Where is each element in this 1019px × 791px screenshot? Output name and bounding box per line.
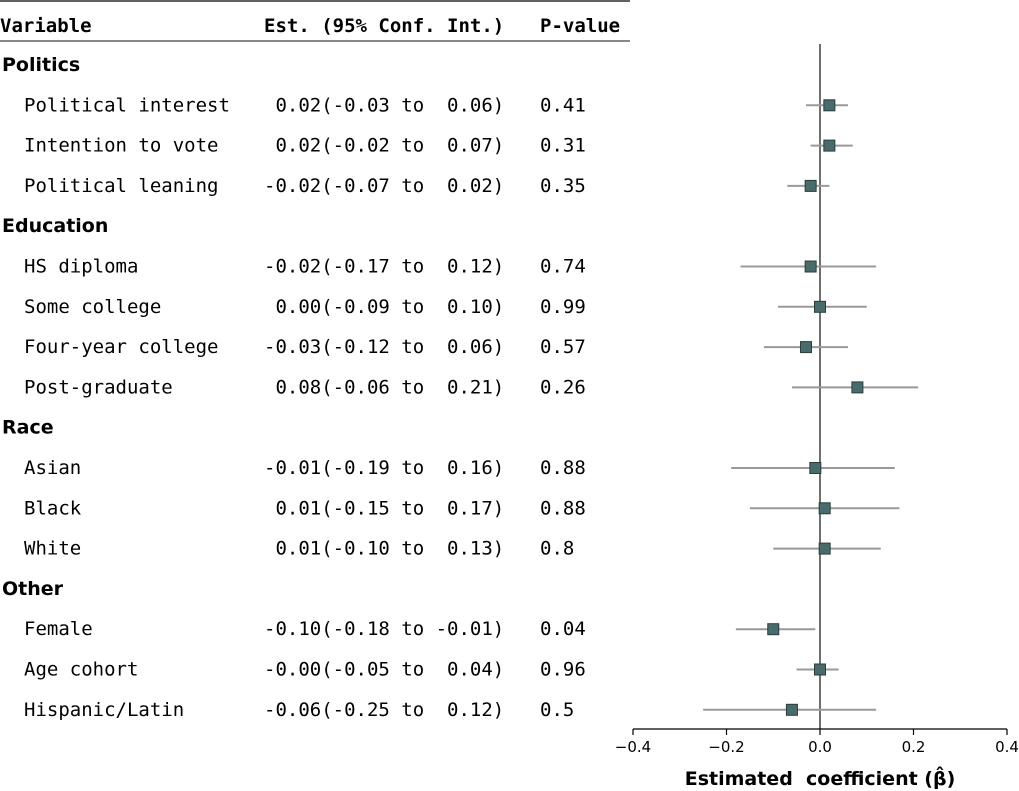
- row-estimate-ci: 0.02(-0.03 to 0.06): [264, 94, 504, 116]
- row-pvalue: 0.88: [540, 497, 586, 519]
- header-pvalue: P-value: [540, 15, 620, 37]
- row-label: Post-graduate: [24, 376, 173, 398]
- row-label: Four-year college: [24, 336, 218, 358]
- row-estimate-ci: 0.00(-0.09 to 0.10): [264, 296, 504, 318]
- row-estimate-ci: -0.00(-0.05 to 0.04): [264, 659, 504, 681]
- row-pvalue: 0.41: [540, 94, 586, 116]
- estimate-marker: [767, 623, 780, 636]
- row-label: Intention to vote: [24, 135, 218, 157]
- row-label: Asian: [24, 457, 81, 479]
- x-tick-label: 0.2: [902, 738, 926, 756]
- estimate-marker: [818, 502, 831, 515]
- estimate-marker: [799, 341, 812, 354]
- row-label: Some college: [24, 296, 161, 318]
- x-axis-label: Estimated coefficient (β̂): [685, 766, 956, 790]
- row-pvalue: 0.5: [540, 699, 574, 721]
- x-tick-label: 0.0: [808, 738, 832, 756]
- row-estimate-ci: -0.03(-0.12 to 0.06): [264, 336, 504, 358]
- row-label: Black: [24, 497, 82, 519]
- row-pvalue: 0.57: [540, 336, 586, 358]
- row-label: Political leaning: [24, 175, 218, 197]
- row-estimate-ci: -0.01(-0.19 to 0.16): [264, 457, 504, 479]
- row-estimate-ci: 0.01(-0.15 to 0.17): [264, 497, 504, 519]
- row-estimate-ci: -0.02(-0.17 to 0.12): [264, 256, 504, 278]
- x-tick-label: 0.4: [995, 738, 1019, 756]
- group-label-race: Race: [2, 417, 54, 439]
- row-label: Age cohort: [24, 659, 138, 681]
- row-label: HS diploma: [24, 256, 138, 278]
- row-label: White: [24, 538, 81, 560]
- group-label-other: Other: [2, 578, 64, 600]
- estimate-marker: [804, 179, 817, 192]
- row-pvalue: 0.35: [540, 175, 586, 197]
- estimate-marker: [823, 99, 836, 112]
- row-pvalue: 0.04: [540, 618, 586, 640]
- row-estimate-ci: 0.01(-0.10 to 0.13): [264, 538, 504, 560]
- row-label: Hispanic/Latin: [24, 699, 184, 721]
- row-pvalue: 0.88: [540, 457, 586, 479]
- estimate-marker: [851, 381, 864, 394]
- estimate-marker: [814, 663, 826, 676]
- row-pvalue: 0.99: [540, 296, 586, 318]
- row-estimate-ci: -0.10(-0.18 to -0.01): [264, 618, 504, 640]
- group-label-politics: Politics: [2, 54, 80, 76]
- x-tick-label: −0.4: [615, 738, 651, 756]
- row-label: Female: [24, 618, 93, 640]
- row-estimate-ci: 0.08(-0.06 to 0.21): [264, 376, 504, 398]
- header-estimate: Est. (95% Conf. Int.): [264, 15, 504, 37]
- row-estimate-ci: -0.06(-0.25 to 0.12): [264, 699, 504, 721]
- estimate-marker: [818, 542, 831, 555]
- x-tick-label: −0.2: [708, 738, 744, 756]
- row-estimate-ci: 0.02(-0.02 to 0.07): [264, 135, 504, 157]
- row-pvalue: 0.74: [540, 256, 586, 278]
- header-variable: Variable: [0, 15, 92, 37]
- coefficient-plot: −0.4 −0.2 0.0 0.2 0.4 Estimated coefficient (…: [615, 44, 1019, 790]
- group-label-education: Education: [2, 215, 108, 237]
- estimate-marker: [814, 300, 826, 313]
- row-pvalue: 0.26: [540, 376, 586, 398]
- row-pvalue: 0.96: [540, 659, 586, 681]
- estimate-marker: [809, 462, 822, 474]
- estimate-marker: [785, 703, 798, 716]
- estimate-marker: [804, 260, 817, 273]
- row-estimate-ci: -0.02(-0.07 to 0.02): [264, 175, 504, 197]
- table-body: Politics Political interest 0.02(-0.03 to…: [2, 54, 586, 721]
- row-pvalue: 0.31: [540, 135, 586, 157]
- row-label: Political interest: [24, 94, 230, 116]
- row-pvalue: 0.8: [540, 538, 574, 560]
- estimate-marker: [823, 139, 836, 152]
